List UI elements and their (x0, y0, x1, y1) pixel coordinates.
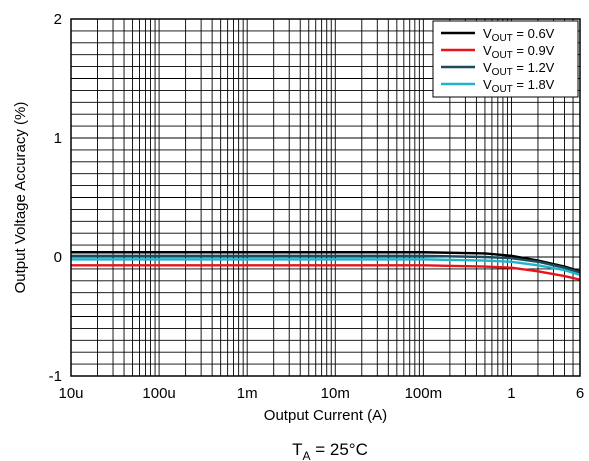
legend-label-main: V (483, 77, 492, 92)
series-line-2 (71, 264, 581, 281)
series-line-4 (71, 258, 581, 276)
legend-label-main: V (483, 26, 492, 41)
y-tick-label: 1 (54, 130, 62, 147)
y-tick-labels: 2 1 0 -1 (49, 11, 62, 385)
legend-entry-label: VOUT = 0.9V (483, 43, 555, 61)
caption-rest: = 25°C (311, 440, 368, 459)
x-tick-label: 1m (237, 385, 258, 402)
x-tick-label: 10u (58, 385, 83, 402)
grid (70, 18, 581, 377)
legend-label-rest: = 1.2V (513, 60, 555, 75)
y-axis-label: Output Voltage Accuracy (%) (12, 102, 29, 294)
legend-label-rest: = 0.9V (513, 43, 555, 58)
legend-entry-label: VOUT = 0.6V (483, 26, 555, 44)
legend-label-rest: = 0.6V (513, 26, 555, 41)
legend-label-subscript: OUT (492, 67, 513, 78)
plot-frame (70, 18, 581, 377)
x-tick-label: 10m (321, 385, 350, 402)
series-lines (71, 251, 581, 281)
temperature-caption: TA = 25°C (292, 440, 368, 461)
legend-label-main: V (483, 43, 492, 58)
legend-entry-label: VOUT = 1.2V (483, 60, 555, 78)
legend-label-subscript: OUT (492, 50, 513, 61)
y-tick-label: 0 (54, 249, 62, 266)
caption-main: T (292, 440, 302, 459)
x-tick-label: 1 (507, 385, 515, 402)
x-axis-label: Output Current (A) (264, 407, 387, 424)
legend-label-subscript: OUT (492, 33, 513, 44)
x-tick-labels: 10u 100u 1m 10m 100m 1 6 (58, 385, 584, 402)
y-tick-label: 2 (54, 11, 62, 28)
caption-subscript: A (303, 449, 311, 461)
series-line-3 (71, 254, 581, 274)
legend-label-subscript: OUT (492, 84, 513, 95)
x-tick-label: 100m (405, 385, 443, 402)
x-tick-label: 100u (142, 385, 175, 402)
y-tick-label: -1 (49, 368, 62, 385)
x-tick-label: 6 (576, 385, 584, 402)
legend-entry-label: VOUT = 1.8V (483, 77, 555, 95)
legend-label-rest: = 1.8V (513, 77, 555, 92)
legend-label-main: V (483, 60, 492, 75)
